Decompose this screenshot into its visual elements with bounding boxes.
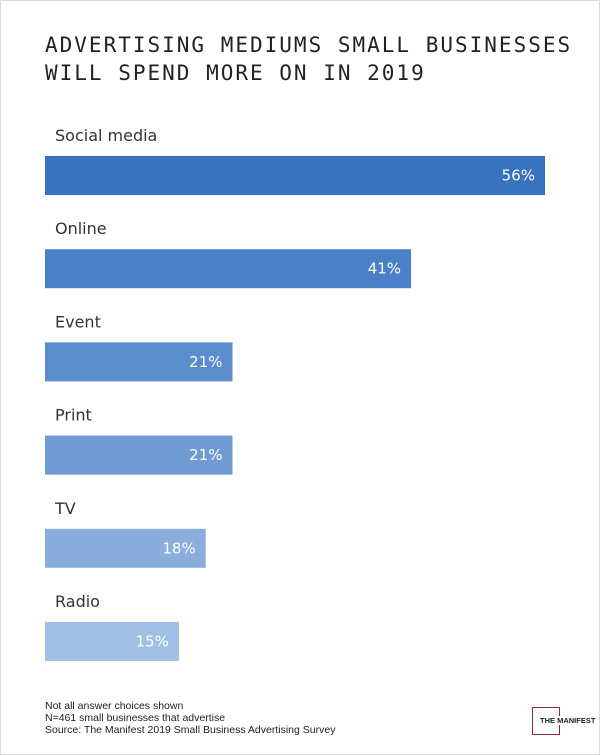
bar-print	[45, 435, 233, 475]
category-label-event: Event	[55, 312, 101, 331]
footnote-source: Source: The Manifest 2019 Small Business…	[45, 724, 336, 736]
value-label-social-media: 56%	[502, 167, 535, 185]
value-label-event: 21%	[189, 353, 222, 371]
bar-chart: Social media 56% Online 41% Event 21% Print 21%…	[45, 126, 545, 661]
bar-social-media	[45, 156, 545, 195]
manifest-logo-text: THE MANIFEST	[539, 716, 597, 725]
value-label-radio: 15%	[136, 633, 169, 651]
bar-tv	[45, 528, 206, 568]
category-label-radio: Radio	[55, 592, 100, 611]
value-label-print: 21%	[189, 446, 222, 464]
chart-title-line-2: WILL SPEND MORE ON IN 2019	[45, 61, 426, 85]
footnote-sample-size: N=461 small businesses that advertise	[45, 712, 226, 724]
value-label-online: 41%	[368, 260, 401, 278]
bar-online	[45, 249, 412, 289]
footnotes: Not all answer choices shown N=461 small…	[45, 700, 335, 736]
category-label-print: Print	[55, 406, 92, 425]
chart-title: ADVERTISING MEDIUMS SMALL BUSINESSES WIL…	[45, 31, 575, 87]
bar-radio	[45, 622, 179, 661]
chart-title-line-1: ADVERTISING MEDIUMS SMALL BUSINESSES	[45, 33, 573, 57]
category-label-online: Online	[55, 219, 107, 238]
footnote-coverage: Not all answer choices shown	[45, 700, 184, 712]
category-label-social-media: Social media	[55, 126, 157, 145]
value-label-tv: 18%	[162, 539, 195, 557]
category-label-tv: TV	[54, 499, 76, 518]
bar-event	[45, 342, 233, 382]
